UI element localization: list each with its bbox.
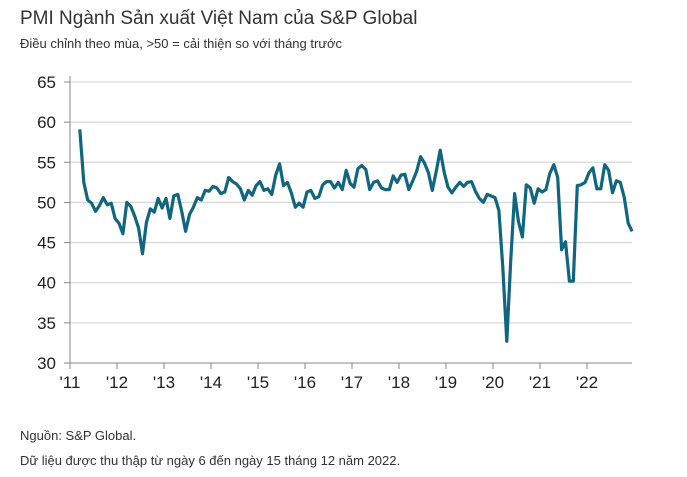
y-tick-label: 60 [37, 113, 56, 132]
y-tick-label: 45 [37, 234, 56, 253]
y-tick-label: 30 [37, 354, 56, 373]
chart-subtitle: Điều chỉnh theo mùa, >50 = cải thiện so … [20, 36, 343, 51]
y-tick-label: 35 [37, 314, 56, 333]
x-tick-label: '21 [529, 373, 551, 392]
chart-title: PMI Ngành Sản xuất Việt Nam của S&P Glob… [20, 8, 418, 29]
collection-note: Dữ liệu được thu thập từ ngày 6 đến ngày… [20, 453, 401, 468]
x-tick-label: '17 [341, 373, 363, 392]
y-tick-label: 50 [37, 193, 56, 212]
x-tick-label: '12 [106, 373, 128, 392]
x-tick-label: '20 [482, 373, 504, 392]
x-tick-label: '14 [200, 373, 222, 392]
source-note: Nguồn: S&P Global. [20, 428, 137, 443]
x-tick-label: '18 [388, 373, 410, 392]
pmi-series-line [78, 129, 634, 343]
x-tick-label: '13 [153, 373, 175, 392]
x-tick-label: '11 [60, 373, 81, 392]
x-tick-label: '22 [576, 373, 598, 392]
x-tick-label: '19 [435, 373, 457, 392]
x-tick-label: '16 [294, 373, 316, 392]
y-tick-label: 55 [37, 153, 56, 172]
x-tick-label: '15 [247, 373, 269, 392]
y-tick-label: 40 [37, 274, 56, 293]
y-tick-label: 65 [37, 73, 56, 92]
